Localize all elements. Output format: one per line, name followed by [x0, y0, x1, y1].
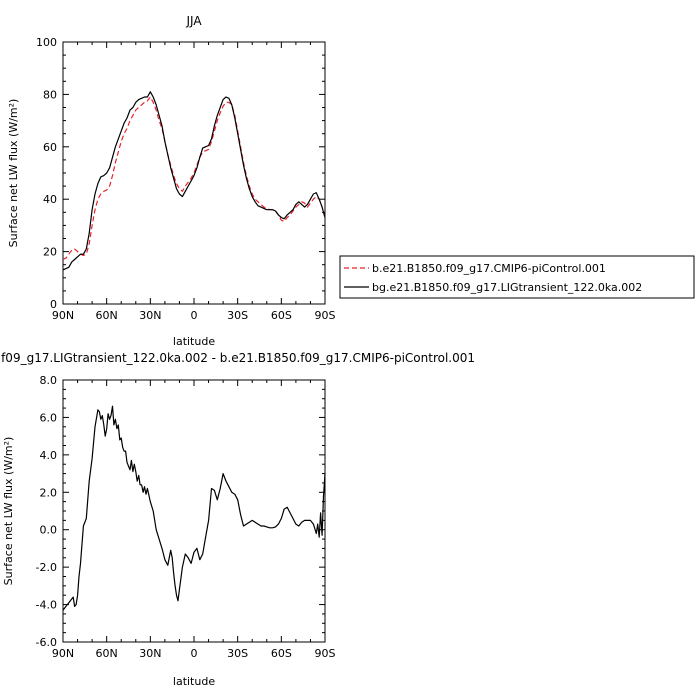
top-panel: JJA 90N 60N 30N 0 30S 60S 90S 0 20 40 60 80 100 lati…: [7, 14, 336, 348]
top-x-tick-label: 60N: [96, 309, 118, 322]
top-y-tick-label: 80: [43, 88, 57, 101]
top-series-line-2: [62, 91, 326, 271]
top-y-tick-label: 20: [43, 246, 57, 259]
top-x-tick-label: 60S: [271, 309, 292, 322]
top-plot-frame: [62, 41, 326, 305]
top-x-tick-label: 90N: [52, 309, 74, 322]
top-y-tick-label: 0: [50, 298, 57, 311]
bottom-y-tick-label: -6.0: [36, 636, 57, 649]
top-y-tick-label: 60: [43, 141, 57, 154]
top-x-tick-label: 30S: [227, 309, 248, 322]
bottom-series-lines: [62, 405, 326, 611]
bottom-series-line-1: [62, 405, 326, 611]
bottom-x-axis-title: latitude: [173, 675, 215, 688]
legend-label-series-1: b.e21.B1850.f09_g17.CMIP6-piControl.001: [372, 262, 606, 275]
bottom-chart-title: bg.e21.B1850.f09_g17.LIGtransient_122.0k…: [0, 351, 475, 365]
legend: b.e21.B1850.f09_g17.CMIP6-piControl.001 …: [339, 255, 695, 299]
bottom-panel: bg.e21.B1850.f09_g17.LIGtransient_122.0k…: [0, 351, 475, 688]
bottom-y-tick-label: 6.0: [40, 411, 58, 424]
bottom-y-axis-title: Surface net LW flux (W/m²): [2, 437, 15, 586]
top-y-tick-label: 100: [36, 36, 57, 49]
bottom-ticks: 90N 60N 30N 0 30S 60S 90S -6.0 -4.0 -2.0 0.0 2.0 4.0…: [36, 374, 336, 660]
top-y-tick-label: 40: [43, 193, 57, 206]
top-chart-title: JJA: [185, 14, 202, 28]
bottom-y-tick-label: -4.0: [36, 599, 57, 612]
top-x-tick-label: 0: [191, 309, 198, 322]
legend-label-series-2: bg.e21.B1850.f09_g17.LIGtransient_122.0k…: [372, 281, 642, 294]
bottom-y-tick-label: 4.0: [40, 449, 58, 462]
top-x-tick-label: 90S: [315, 309, 336, 322]
top-series-lines: [62, 91, 326, 271]
bottom-y-tick-label: 8.0: [40, 374, 58, 387]
bottom-y-tick-label: 0.0: [40, 524, 58, 537]
top-x-tick-label: 30N: [139, 309, 161, 322]
bottom-x-tick-label: 30S: [227, 647, 248, 660]
bottom-y-tick-label: 2.0: [40, 486, 58, 499]
bottom-x-tick-label: 60N: [96, 647, 118, 660]
top-series-line-1: [62, 96, 326, 261]
bottom-x-tick-label: 60S: [271, 647, 292, 660]
top-y-axis-title: Surface net LW flux (W/m²): [7, 99, 20, 248]
bottom-y-tick-label: -2.0: [36, 561, 57, 574]
bottom-x-tick-label: 30N: [139, 647, 161, 660]
bottom-x-tick-label: 0: [191, 647, 198, 660]
top-x-axis-title: latitude: [173, 335, 215, 348]
top-ticks: 90N 60N 30N 0 30S 60S 90S 0 20 40 60 80 100: [36, 36, 336, 322]
bottom-x-tick-label: 90S: [315, 647, 336, 660]
bottom-x-tick-label: 90N: [52, 647, 74, 660]
legend-box: [339, 255, 695, 299]
